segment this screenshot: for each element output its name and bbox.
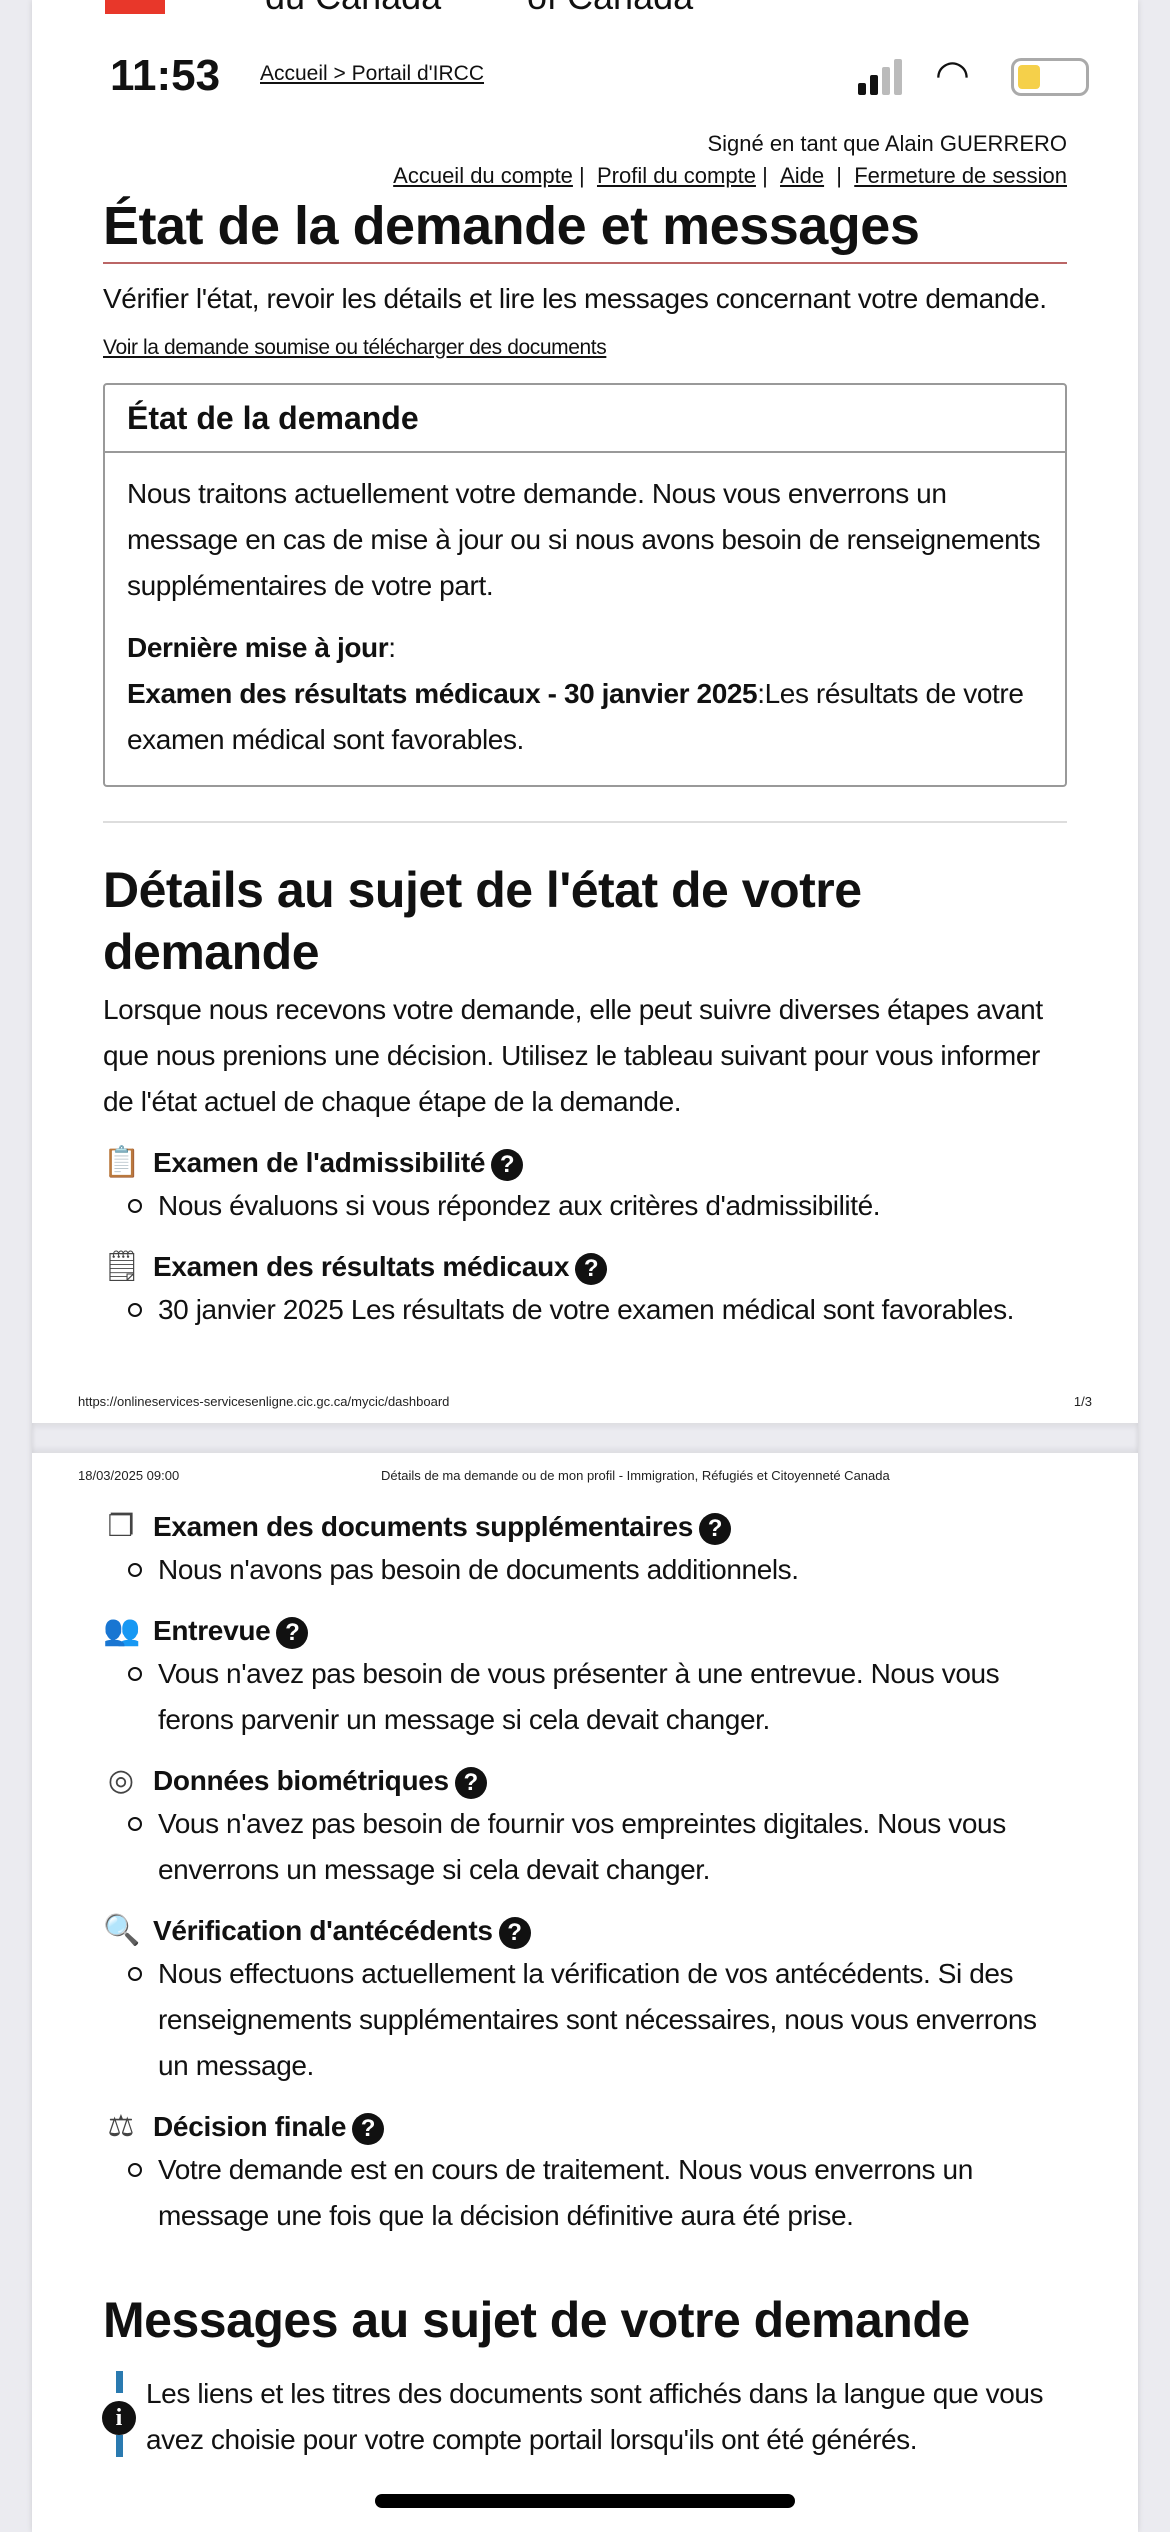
step-title-text: Décision finale xyxy=(153,2111,347,2142)
account-links: Accueil du compte | Profil du compte | A… xyxy=(393,163,1067,188)
step-text: Votre demande est en cours de traitement… xyxy=(158,2154,973,2231)
messages-info: i Les liens et les titres des documents … xyxy=(102,2371,1067,2463)
status-step: 👥 Entrevue? Vous n'avez pas besoin de vo… xyxy=(103,1611,1067,1743)
bullet-icon xyxy=(128,1303,142,1317)
intro-sentence: Vérifier l'état, revoir les détails et l… xyxy=(103,283,1047,314)
step-text: 30 janvier 2025 Les résultats de votre e… xyxy=(158,1294,1015,1325)
messages-title: Messages au sujet de votre demande xyxy=(103,2292,970,2348)
status-box-title: État de la demande xyxy=(105,385,1065,453)
step-detail: Nous évaluons si vous répondez aux critè… xyxy=(103,1183,1067,1229)
bullet-icon xyxy=(128,1667,142,1681)
link-account-profile[interactable]: Profil du compte xyxy=(596,163,756,188)
step-text: Nous n'avons pas besoin de documents add… xyxy=(158,1554,799,1585)
page-title: État de la demande et messages xyxy=(103,196,920,256)
wifi-icon: ◠ xyxy=(935,53,970,97)
step-title-text: Données biométriques xyxy=(153,1765,449,1796)
bullet-icon xyxy=(128,2163,142,2177)
print-header: 18/03/2025 09:00 Détails de ma demande o… xyxy=(32,1453,1138,1489)
step-title: Examen des documents supplémentaires? xyxy=(153,1507,1067,1547)
help-icon[interactable]: ? xyxy=(454,1766,487,1799)
fingerprint-icon: ◎ xyxy=(107,1764,135,1797)
step-title: Données biométriques? xyxy=(153,1761,1067,1801)
print-footer: https://onlineservices-servicesenligne.c… xyxy=(32,1363,1138,1423)
logo-text-fr: du Canada xyxy=(265,0,441,18)
status-step: 🗒 Examen des résultats médicaux? 30 janv… xyxy=(103,1247,1067,1333)
main-content: Signé en tant que Alain GUERRERO Accueil… xyxy=(32,128,1138,2523)
print-url: https://onlineservices-servicesenligne.c… xyxy=(78,1394,450,1409)
status-box: État de la demande Nous traitons actuell… xyxy=(103,383,1067,787)
messages-info-text: Les liens et les titres des documents so… xyxy=(146,2378,1044,2455)
logo-text-en: of Canada xyxy=(527,0,693,18)
background-check-icon: 🔍 xyxy=(103,1914,141,1947)
help-icon[interactable]: ? xyxy=(491,1148,524,1181)
step-text: Nous effectuons actuellement la vérifica… xyxy=(158,1958,1037,2081)
step-title-text: Entrevue xyxy=(153,1615,271,1646)
last-update-text: Les résultats de votre examen médical so… xyxy=(127,678,1024,755)
title-underline xyxy=(103,262,1067,264)
status-message: Nous traitons actuellement votre demande… xyxy=(127,478,1041,601)
divider xyxy=(103,821,1067,823)
step-detail: Vous n'avez pas besoin de vous présenter… xyxy=(103,1651,1067,1743)
print-date: 18/03/2025 09:00 xyxy=(78,1468,180,1483)
help-icon[interactable]: ? xyxy=(575,1252,608,1285)
interview-icon: 👥 xyxy=(103,1614,141,1647)
documents-icon: ❐ xyxy=(107,1510,135,1543)
step-text: Vous n'avez pas besoin de fournir vos em… xyxy=(158,1808,1006,1885)
step-title: Examen des résultats médicaux? xyxy=(153,1247,1067,1287)
last-update-label: Dernière mise à jour xyxy=(127,632,389,663)
bullet-icon xyxy=(128,1199,142,1213)
details-intro: Lorsque nous recevons votre demande, ell… xyxy=(103,994,1043,1117)
step-title: Examen de l'admissibilité? xyxy=(153,1143,1067,1183)
print-doc-title: Détails de ma demande ou de mon profil -… xyxy=(381,1468,890,1483)
bullet-icon xyxy=(128,1817,142,1831)
print-page-number: 1/3 xyxy=(1073,1394,1092,1409)
bullet-icon xyxy=(128,1967,142,1981)
battery-icon xyxy=(1011,58,1089,96)
last-update-title: Examen des résultats médicaux - 30 janvi… xyxy=(127,678,758,709)
scales-icon: ⚖ xyxy=(107,2110,135,2143)
step-title: Vérification d'antécédents? xyxy=(153,1911,1067,1951)
status-time: 11:53 xyxy=(110,51,221,100)
link-logout[interactable]: Fermeture de session xyxy=(854,163,1067,188)
signal-icon xyxy=(858,59,918,95)
intro-text: Vérifier l'état, revoir les détails et l… xyxy=(103,276,1067,371)
link-account-home[interactable]: Accueil du compte xyxy=(393,163,573,188)
help-icon[interactable]: ? xyxy=(498,1916,531,1949)
step-detail: Nous n'avons pas besoin de documents add… xyxy=(103,1547,1067,1593)
step-detail: Vous n'avez pas besoin de fournir vos em… xyxy=(103,1801,1067,1893)
step-title-text: Examen des documents supplémentaires xyxy=(153,1511,694,1542)
status-step: ◎ Données biométriques? Vous n'avez pas … xyxy=(103,1761,1067,1893)
status-step: 📋 Examen de l'admissibilité? Nous évaluo… xyxy=(103,1143,1067,1229)
status-step: ❐ Examen des documents supplémentaires? … xyxy=(103,1507,1067,1593)
info-icon: i xyxy=(102,2401,136,2435)
medical-record-icon: 🗒 xyxy=(103,1250,142,1283)
step-title-text: Examen de l'admissibilité xyxy=(153,1147,486,1178)
status-step: ⚖ Décision finale? Votre demande est en … xyxy=(103,2107,1067,2239)
signed-in-text: Signé en tant que Alain GUERRERO xyxy=(707,131,1067,156)
details-title: Détails au sujet de l'état de votre dema… xyxy=(103,862,862,980)
breadcrumb[interactable]: Accueil > Portail d'IRCC xyxy=(260,62,485,85)
step-title-text: Vérification d'antécédents xyxy=(153,1915,493,1946)
step-title-text: Examen des résultats médicaux xyxy=(153,1251,570,1282)
step-text: Vous n'avez pas besoin de vous présenter… xyxy=(158,1658,1000,1735)
page-gap xyxy=(32,1423,1138,1453)
link-help[interactable]: Aide xyxy=(780,163,825,188)
clipboard-search-icon: 📋 xyxy=(103,1146,141,1179)
step-title: Décision finale? xyxy=(153,2107,1067,2147)
view-application-link[interactable]: Voir la demande soumise ou télécharger d… xyxy=(103,336,607,359)
bullet-icon xyxy=(128,1563,142,1577)
status-step: 🔍 Vérification d'antécédents? Nous effec… xyxy=(103,1911,1067,2089)
help-icon[interactable]: ? xyxy=(699,1512,732,1545)
step-detail: Votre demande est en cours de traitement… xyxy=(103,2147,1067,2239)
step-detail: 30 janvier 2025 Les résultats de votre e… xyxy=(103,1287,1067,1333)
canada-flag-logo xyxy=(105,0,165,14)
page-break: https://onlineservices-servicesenligne.c… xyxy=(32,1363,1138,1489)
status-box-body: Nous traitons actuellement votre demande… xyxy=(105,453,1065,785)
step-text: Nous évaluons si vous répondez aux critè… xyxy=(158,1190,881,1221)
home-indicator[interactable] xyxy=(375,2494,795,2508)
step-title: Entrevue? xyxy=(153,1611,1067,1651)
help-icon[interactable]: ? xyxy=(352,2112,385,2145)
help-icon[interactable]: ? xyxy=(276,1616,309,1649)
step-detail: Nous effectuons actuellement la vérifica… xyxy=(103,1951,1067,2089)
